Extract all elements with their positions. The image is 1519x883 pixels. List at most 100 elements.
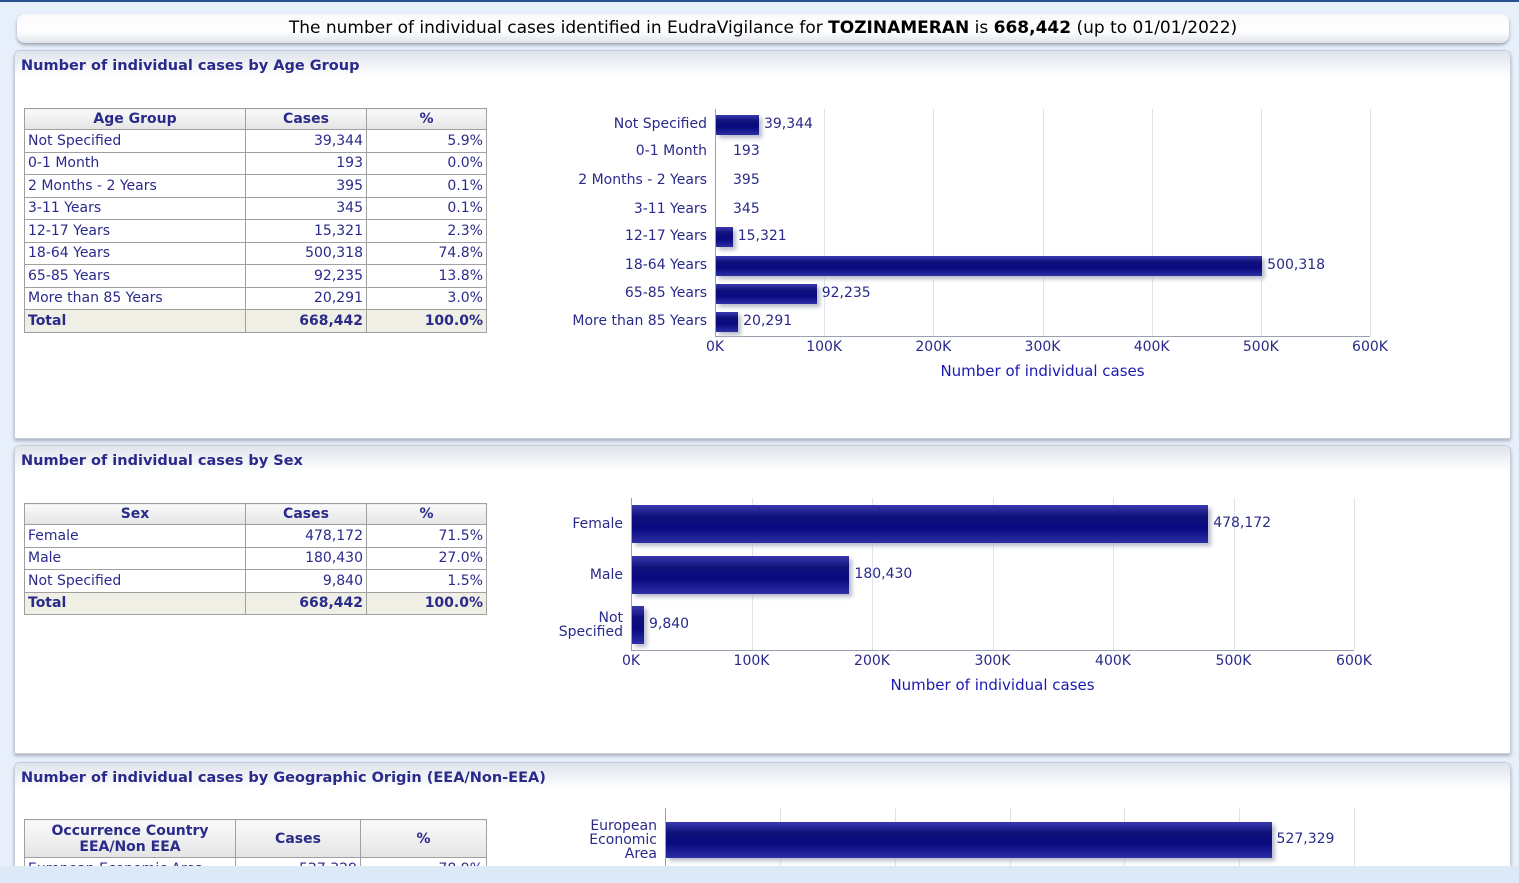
value-label: 15,321 xyxy=(737,228,787,244)
x-tick-label: 600K xyxy=(1352,339,1388,355)
table-cell: 3.0% xyxy=(366,286,487,310)
table-cell: 39,344 xyxy=(245,129,367,153)
table-cell: 2 Months - 2 Years xyxy=(24,174,246,198)
table-cell: 13.8% xyxy=(366,264,487,288)
table-row: 2 Months - 2 Years 395 0.1% xyxy=(24,174,487,198)
table-cell: 27.0% xyxy=(366,546,487,570)
column-header: Cases xyxy=(245,108,367,130)
gridline xyxy=(1370,109,1371,336)
table-cell: Not Specified xyxy=(24,569,246,593)
total-cell: Total xyxy=(24,309,246,333)
table-row: 0-1 Month 193 0.0% xyxy=(24,151,487,175)
category-label: 2 Months - 2 Years xyxy=(578,172,707,188)
table-cell: 0-1 Month xyxy=(24,151,246,175)
table-cell: 0.1% xyxy=(366,196,487,220)
y-axis-line xyxy=(631,498,632,650)
x-axis-line xyxy=(631,650,1354,651)
table-row: More than 85 Years 20,291 3.0% xyxy=(24,286,487,310)
x-tick-label: 500K xyxy=(1242,339,1279,355)
table-row: 18-64 Years 500,318 74.8% xyxy=(24,241,487,265)
table-cell: 193 xyxy=(245,151,367,175)
gridline xyxy=(872,498,873,650)
category-label: 18-64 Years xyxy=(624,257,707,273)
table-total-row: Total 668,442 100.0% xyxy=(24,591,487,615)
x-tick-label: 200K xyxy=(854,653,890,669)
geo-table: Occurrence Country EEA/Non EEACases%Euro… xyxy=(24,819,487,871)
x-axis-title: Number of individual cases xyxy=(890,676,1095,694)
x-tick-label: 200K xyxy=(915,339,952,355)
value-label: 9,840 xyxy=(649,616,690,632)
value-label: 527,329 xyxy=(1276,831,1335,847)
column-header: Cases xyxy=(245,503,367,525)
table-cell: 65-85 Years xyxy=(24,264,246,288)
total-cell: 100.0% xyxy=(366,591,487,615)
table-cell: 0.0% xyxy=(366,151,487,175)
x-tick-label: 100K xyxy=(806,339,843,355)
total-cell: 668,442 xyxy=(245,591,367,615)
category-label: 12-17 Years xyxy=(624,228,707,244)
column-header: % xyxy=(360,819,487,858)
summary-date: (up to 01/01/2022) xyxy=(1076,18,1238,38)
table-cell: 500,318 xyxy=(245,241,367,265)
x-tick-label: 0K xyxy=(705,339,725,355)
table-row: Not Specified 39,344 5.9% xyxy=(24,129,487,153)
geo-panel: Number of individual cases by Geographic… xyxy=(14,762,1511,872)
category-label: 65-85 Years xyxy=(624,285,707,301)
gridline xyxy=(933,109,935,336)
panel-title: Number of individual cases by Sex xyxy=(21,453,303,469)
y-axis-line xyxy=(715,109,716,336)
column-header: % xyxy=(366,108,487,130)
table-cell: 0.1% xyxy=(366,174,487,198)
summary-header: The number of individual cases identifie… xyxy=(17,14,1509,43)
gridline xyxy=(992,498,994,650)
table-cell: 478,172 xyxy=(245,524,367,548)
column-header: Cases xyxy=(235,819,361,858)
table-row: Male 180,430 27.0% xyxy=(24,546,487,570)
table-cell: 12-17 Years xyxy=(24,219,246,243)
panel-title: Number of individual cases by Age Group xyxy=(21,58,360,74)
gridline xyxy=(1042,109,1044,336)
gridline xyxy=(1151,109,1153,336)
gridline xyxy=(1354,808,1355,871)
category-label: 0-1 Month xyxy=(635,143,707,159)
bar xyxy=(632,556,850,594)
value-label: 180,430 xyxy=(854,566,913,582)
x-tick-label: 100K xyxy=(733,653,770,669)
table-cell: Male xyxy=(24,546,246,570)
table-cell: Not Specified xyxy=(24,129,246,153)
table-header-row: Age Group Cases% xyxy=(24,108,487,130)
value-label: 500,318 xyxy=(1267,257,1326,273)
total-cases: 668,442 xyxy=(993,18,1072,38)
bar xyxy=(716,284,817,304)
table-cell: 20,291 xyxy=(245,286,367,310)
table-cell: More than 85 Years xyxy=(24,286,246,310)
bar xyxy=(632,505,1209,543)
bar xyxy=(632,606,644,644)
value-label: 39,344 xyxy=(763,116,813,132)
table-row: 3-11 Years 345 0.1% xyxy=(24,196,487,220)
x-tick-label: 400K xyxy=(1133,339,1170,355)
total-cell: Total xyxy=(24,591,246,615)
x-axis-line xyxy=(715,336,1370,337)
column-header: Age Group xyxy=(24,108,246,130)
value-label: 20,291 xyxy=(743,313,793,329)
x-tick-label: 300K xyxy=(1024,339,1061,355)
bar xyxy=(716,115,759,135)
y-axis-line xyxy=(665,808,666,871)
table-cell: 18-64 Years xyxy=(24,241,246,265)
table-row: Female 478,172 71.5% xyxy=(24,524,487,548)
category-label: More than 85 Years xyxy=(572,313,707,329)
column-header: Occurrence Country EEA/Non EEA xyxy=(24,819,236,858)
table-row: 65-85 Years 92,235 13.8% xyxy=(24,264,487,288)
table-cell: 3-11 Years xyxy=(24,196,246,220)
bar xyxy=(716,312,739,332)
gridline xyxy=(1260,109,1262,336)
table-cell: 74.8% xyxy=(366,241,487,265)
table-cell: 2.3% xyxy=(366,219,487,243)
sex-table: Sex Cases% Female 478,172 71.5% Male 180,430 27… xyxy=(24,503,487,615)
gridline xyxy=(1354,498,1355,650)
table-header-row: Occurrence Country EEA/Non EEA Cases% xyxy=(24,819,487,858)
summary-mid: is xyxy=(974,18,989,38)
x-tick-label: 500K xyxy=(1215,653,1252,669)
column-header: % xyxy=(366,503,487,525)
